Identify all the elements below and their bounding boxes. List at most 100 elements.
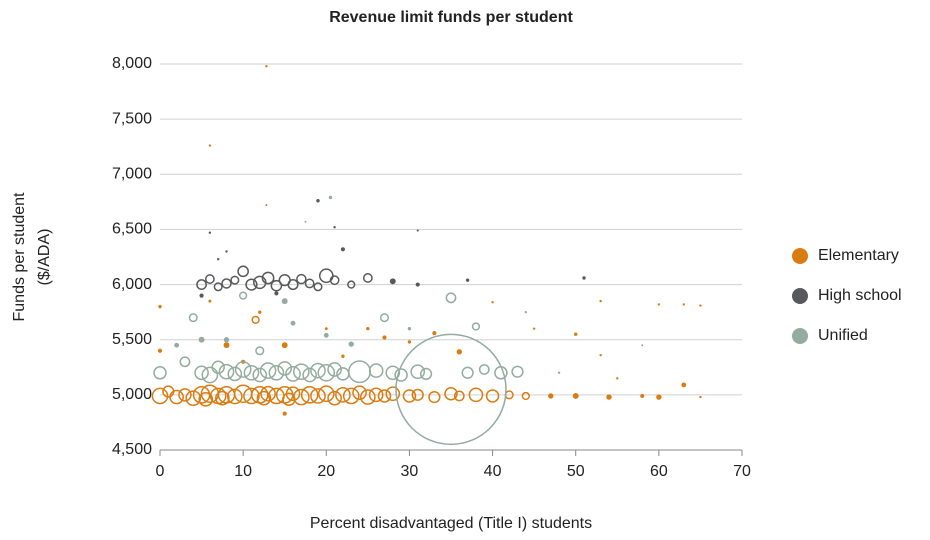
bubble [599,353,602,357]
bubble [313,282,323,292]
bubble [282,411,287,416]
bubble [174,342,180,348]
bubble [290,320,296,326]
bubble [445,292,457,304]
bubble [157,348,163,353]
bubble [265,204,268,207]
bubble [204,274,215,284]
legend-label: Elementary [818,247,899,264]
bubble [281,342,288,349]
bubble [256,390,272,406]
bubble [394,368,408,382]
bubble [348,341,354,347]
bubble [234,361,252,378]
bubble [410,364,426,380]
y-tick-label: 7,500 [112,110,152,127]
bubble [199,293,204,298]
x-tick-label: 40 [484,463,502,480]
bubble [293,363,310,381]
bubble [640,393,645,399]
y-tick-label: 6,000 [112,276,152,293]
x-tick-label: 10 [234,463,252,480]
bubble [261,271,275,285]
bubble [494,366,508,380]
bubble [323,332,329,338]
bubble [198,336,205,343]
bubble [243,387,260,405]
bubble [158,304,162,309]
bubble [208,299,212,303]
bubble [428,390,441,404]
bubble [572,393,579,399]
bubble [366,326,370,331]
bubble [245,278,258,291]
bubble [329,275,340,286]
bubble [468,387,484,403]
bubble [151,387,169,405]
bubble [352,385,367,400]
x-tick-label: 60 [650,463,668,480]
bubble [657,303,661,306]
bubble [606,394,612,400]
bubble [287,279,299,291]
bubble [548,393,554,399]
bubble [310,362,326,379]
bubble [178,388,192,402]
bubble [616,377,619,380]
bubble [362,273,373,283]
bubble [347,280,356,289]
bubble [485,389,500,403]
bubble [656,394,662,400]
x-axis-label: Percent disadvantaged (Title I) students [310,515,592,532]
bubble [179,356,191,368]
bubble [277,361,293,376]
legend-marker [792,288,808,304]
bubble [300,386,319,404]
bubble [230,275,240,285]
bubble [465,278,470,282]
bubble [317,364,336,382]
bubble [302,367,317,383]
bubble [491,301,494,304]
bubble [327,362,342,377]
bubble [524,310,528,314]
bubble [243,364,260,381]
bubble [211,360,225,375]
bubble [225,250,228,253]
bubble [699,395,702,399]
bubble [532,327,536,330]
bubble [360,389,376,405]
bubble [681,382,687,388]
bubble [385,365,401,381]
bubble [188,313,198,323]
x-tick-label: 20 [317,463,335,480]
bubble [641,344,644,347]
bubble [201,366,219,384]
bubble [453,390,465,402]
bubble [333,226,336,229]
bubble [237,265,249,278]
chart-title: Revenue limit funds per student [329,9,573,26]
bubble [416,229,419,232]
bubble [208,231,212,234]
y-tick-label: 5,000 [112,386,152,403]
bubble [268,364,285,381]
bubble [342,387,360,405]
bubble [407,340,412,344]
bubble [296,273,307,285]
bubble [153,366,167,380]
bubble [221,278,232,289]
bubble [317,385,335,403]
bubble [251,315,260,325]
y-tick-label: 7,000 [112,166,152,183]
bubble [557,371,561,374]
bubble [196,279,207,290]
bubble [285,366,301,382]
bubble [582,276,586,280]
bubble [293,388,310,406]
bubble [217,258,220,261]
bubble [215,390,230,406]
x-tick-label: 30 [401,463,419,480]
bubble [456,349,462,355]
